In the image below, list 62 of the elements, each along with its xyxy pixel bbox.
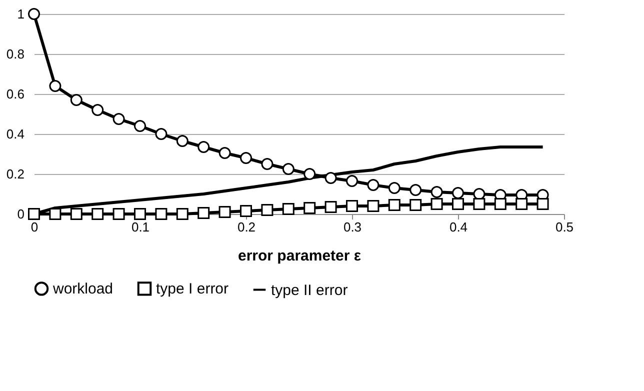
point	[49, 80, 62, 92]
point	[70, 208, 82, 220]
point	[430, 198, 443, 210]
point	[388, 199, 400, 211]
point	[198, 141, 210, 153]
legend-label: type I error	[156, 280, 229, 298]
point	[452, 198, 464, 210]
legend-label: type II error	[271, 282, 348, 299]
y-tick-label: 0.2	[6, 166, 24, 182]
point	[304, 202, 316, 214]
point	[28, 8, 40, 20]
point	[176, 208, 188, 220]
legend-label: workload	[52, 280, 114, 298]
point	[218, 147, 231, 159]
point	[92, 104, 104, 116]
y-tick-label: 0.4	[6, 126, 24, 142]
point	[430, 186, 443, 198]
point	[282, 203, 294, 215]
x-tick-label: 0.1	[131, 220, 150, 234]
y-tick-label: 0.6	[6, 86, 24, 102]
point	[346, 175, 358, 187]
point	[134, 208, 146, 220]
point	[410, 184, 422, 196]
point	[70, 94, 82, 106]
point	[240, 205, 252, 217]
point	[494, 198, 506, 210]
point	[536, 198, 549, 210]
point	[155, 128, 168, 140]
point	[324, 172, 337, 184]
point	[410, 199, 422, 211]
point	[346, 200, 358, 212]
point	[155, 208, 168, 220]
point	[367, 200, 380, 212]
point	[261, 204, 274, 216]
point	[134, 120, 146, 132]
point	[367, 179, 380, 191]
point	[218, 206, 231, 218]
y-tick-label: 0.8	[6, 46, 24, 62]
y-tick-label: 0	[17, 206, 24, 222]
point	[304, 168, 316, 180]
x-tick-label: 0.5	[555, 220, 574, 234]
point	[49, 208, 62, 220]
x-tick-label: 0.4	[449, 220, 468, 234]
point	[28, 208, 40, 220]
point	[261, 158, 274, 170]
point	[282, 163, 294, 175]
point	[388, 182, 400, 194]
point	[452, 187, 464, 199]
point	[473, 198, 486, 210]
point	[240, 152, 252, 164]
point	[516, 198, 528, 210]
point	[112, 208, 125, 220]
x-axis-title: error parameter ε	[238, 248, 362, 264]
y-tick-label: 1	[17, 6, 24, 22]
point	[112, 113, 125, 125]
point	[324, 201, 337, 213]
x-tick-label: 0.2	[237, 220, 256, 234]
point	[92, 208, 104, 220]
x-tick-label: 0	[30, 220, 38, 234]
x-tick-label: 0.3	[343, 220, 362, 234]
point	[198, 207, 210, 219]
point	[176, 135, 188, 147]
